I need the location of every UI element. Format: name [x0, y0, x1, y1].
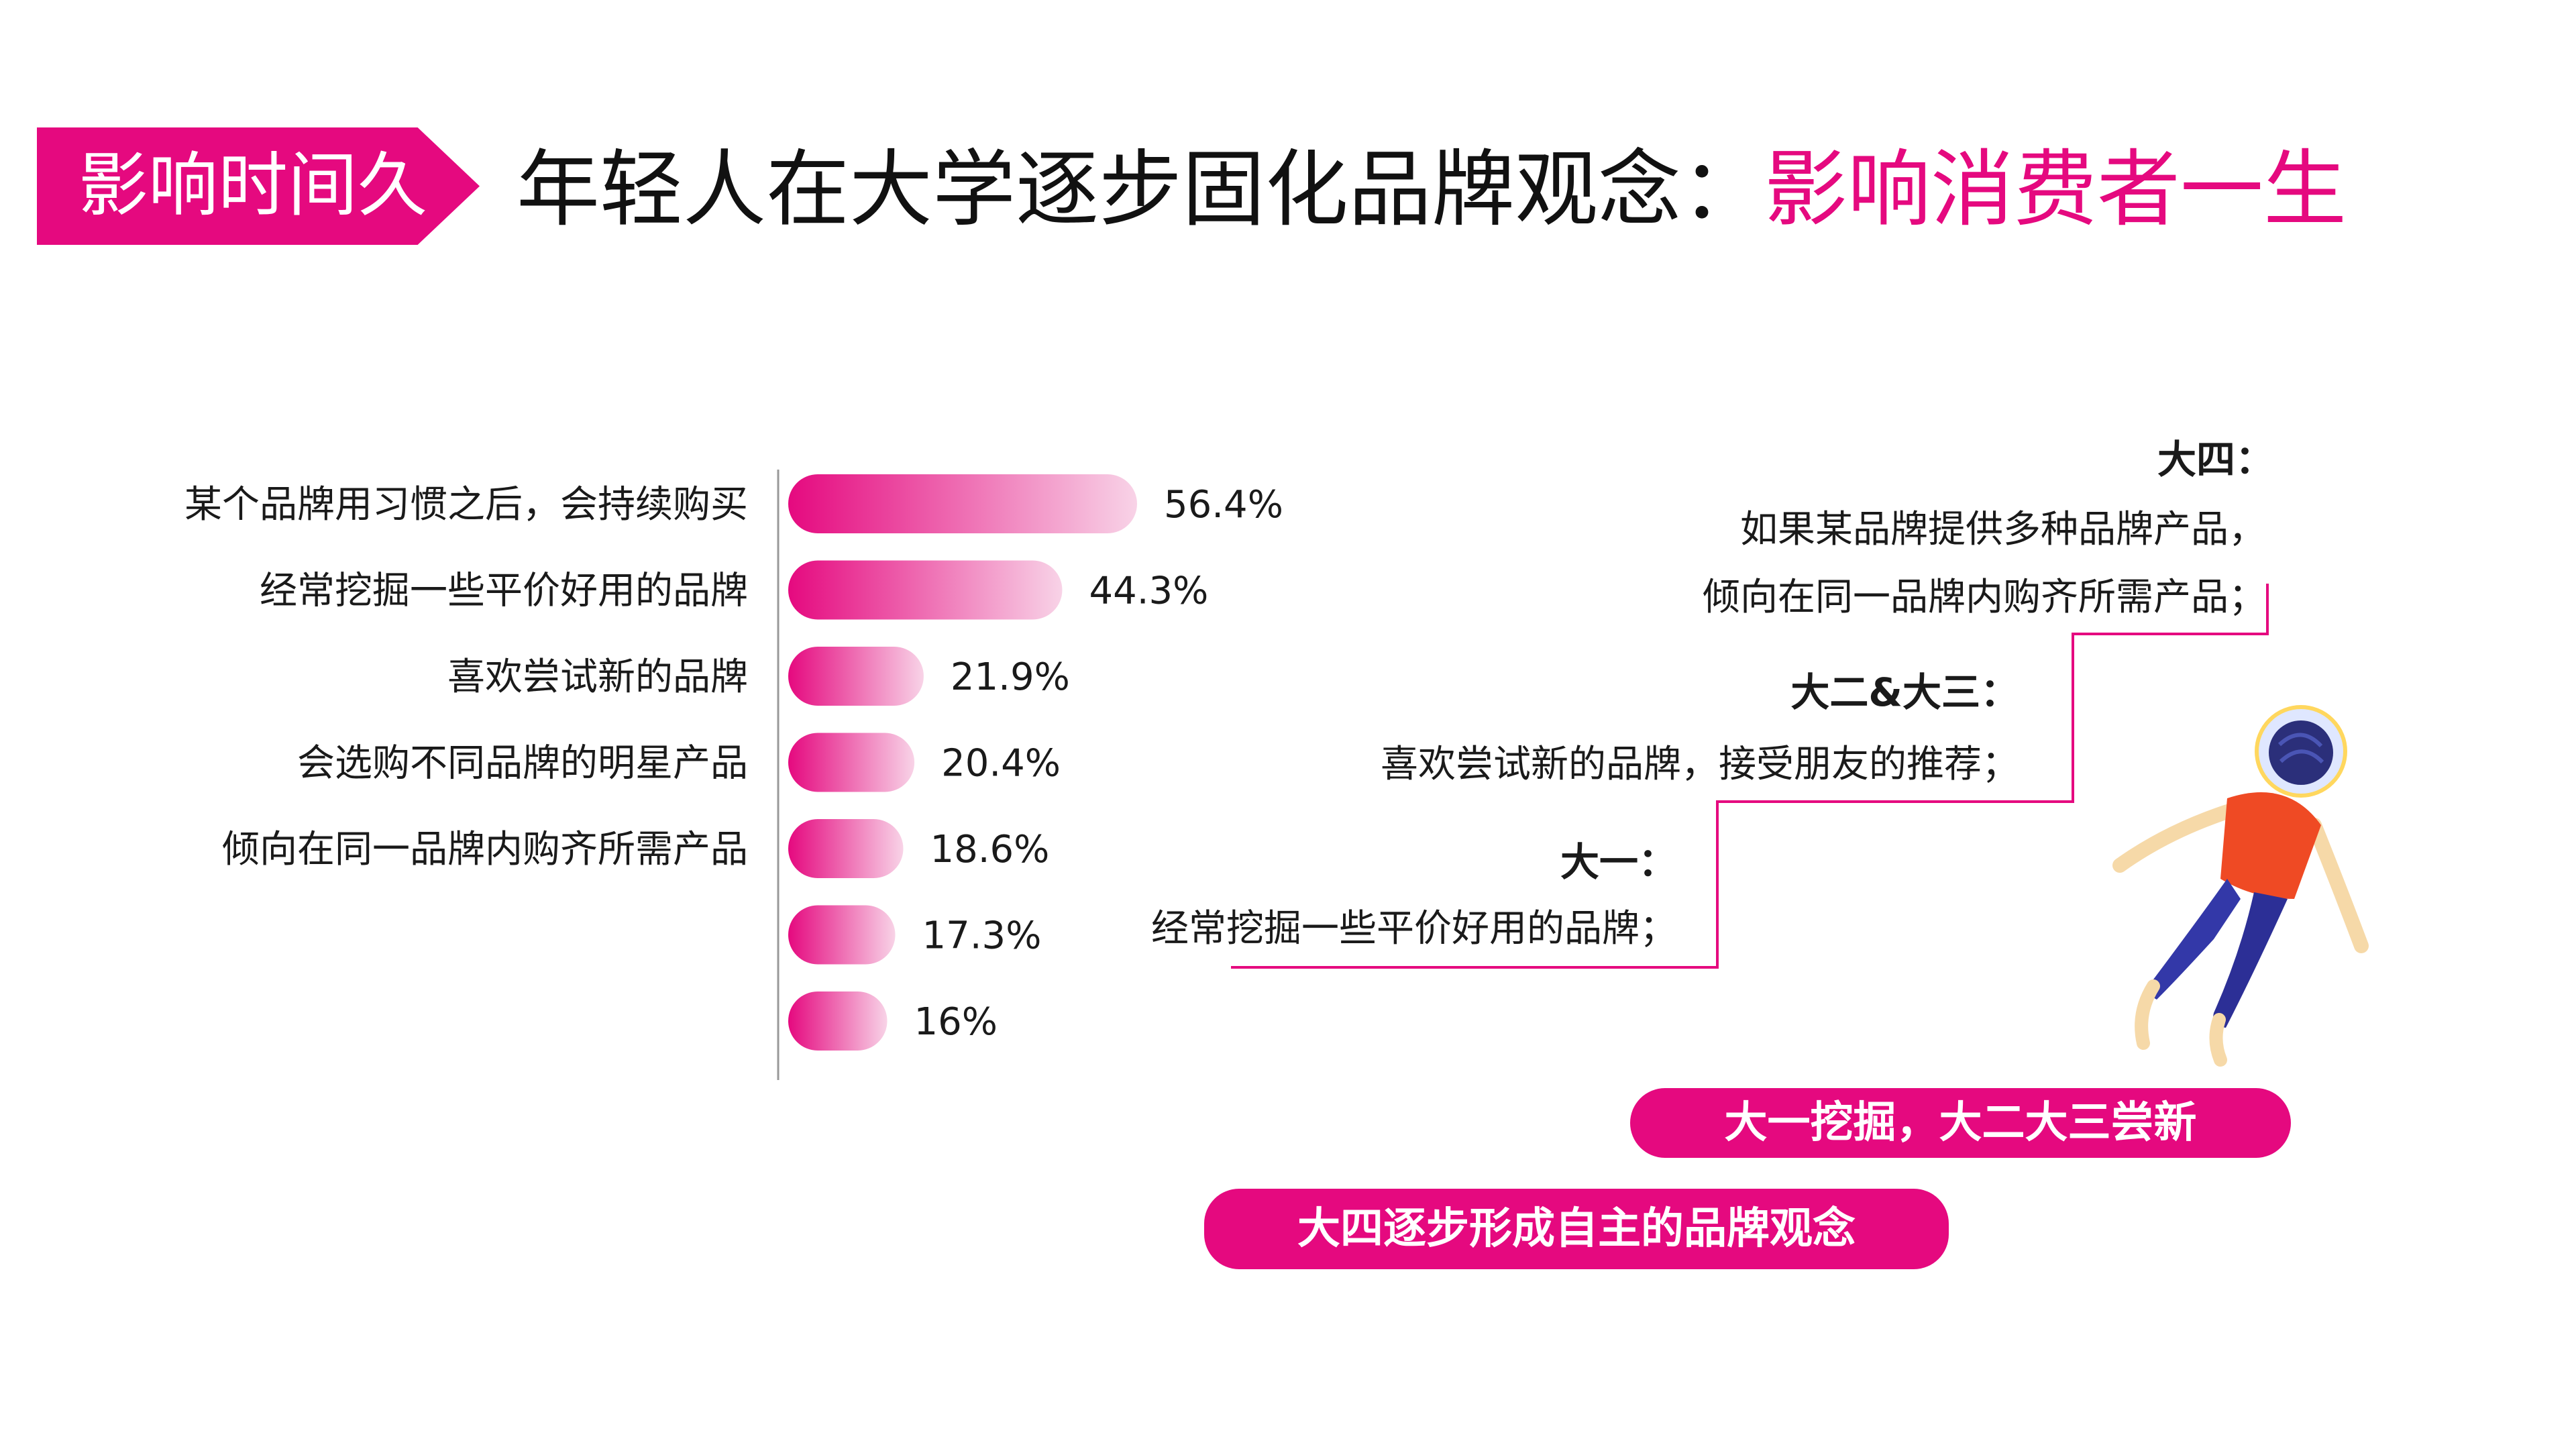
- bar: [788, 474, 1137, 533]
- bar-category-label: 会选购不同品牌的明星产品: [297, 742, 748, 786]
- page-title-highlight: 影响消费者一生: [1764, 142, 2347, 238]
- floating-person-illustration: [2112, 705, 2369, 1067]
- step-mid-line1: 喜欢尝试新的品牌，接受朋友的推荐；: [1381, 743, 2019, 786]
- bar-value-label: 44.3%: [1089, 570, 1208, 613]
- summary-pill-2: 大四逐步形成自主的品牌观念: [1204, 1189, 1949, 1269]
- bar-value-label: 21.9%: [951, 655, 1070, 699]
- step-fresh-line1: 经常挖掘一些平价好用的品牌；: [1151, 907, 1677, 951]
- step-senior-line2: 倾向在同一品牌内购齐所需产品；: [1703, 576, 2266, 619]
- step-senior-title: 大四：: [2157, 437, 2274, 482]
- bar-category-label: 某个品牌用习惯之后，会持续购买: [184, 483, 748, 527]
- section-tag-label: 影响时间久: [78, 144, 428, 226]
- page-title-main: 年轻人在大学逐步固化品牌观念：: [517, 142, 1765, 238]
- bar-value-label: 17.3%: [922, 914, 1042, 958]
- step-mid-title: 大二&大三：: [1790, 669, 2019, 715]
- step-fresh-title: 大一：: [1560, 839, 1677, 885]
- bar: [788, 560, 1063, 620]
- bar: [788, 819, 904, 878]
- bar: [788, 991, 888, 1051]
- bar-value-label: 20.4%: [941, 742, 1061, 786]
- bar-category-label: 经常挖掘一些平价好用的品牌: [260, 570, 748, 613]
- page-title: 年轻人在大学逐步固化品牌观念：影响消费者一生: [517, 140, 2347, 240]
- bar-category-label: 喜欢尝试新的品牌: [447, 655, 748, 699]
- summary-pill-1: 大一挖掘，大二大三尝新: [1630, 1088, 2291, 1158]
- bar-value-label: 16%: [914, 1000, 998, 1044]
- bar-value-label: 56.4%: [1164, 483, 1283, 527]
- section-tag: 影响时间久: [37, 127, 480, 245]
- bar: [788, 905, 896, 965]
- bar: [788, 647, 924, 706]
- step-senior-line1: 如果某品牌提供多种品牌产品，: [1740, 508, 2266, 551]
- bar-category-label: 倾向在同一品牌内购齐所需产品: [222, 828, 748, 871]
- bar: [788, 733, 915, 792]
- bar-value-label: 18.6%: [930, 828, 1049, 871]
